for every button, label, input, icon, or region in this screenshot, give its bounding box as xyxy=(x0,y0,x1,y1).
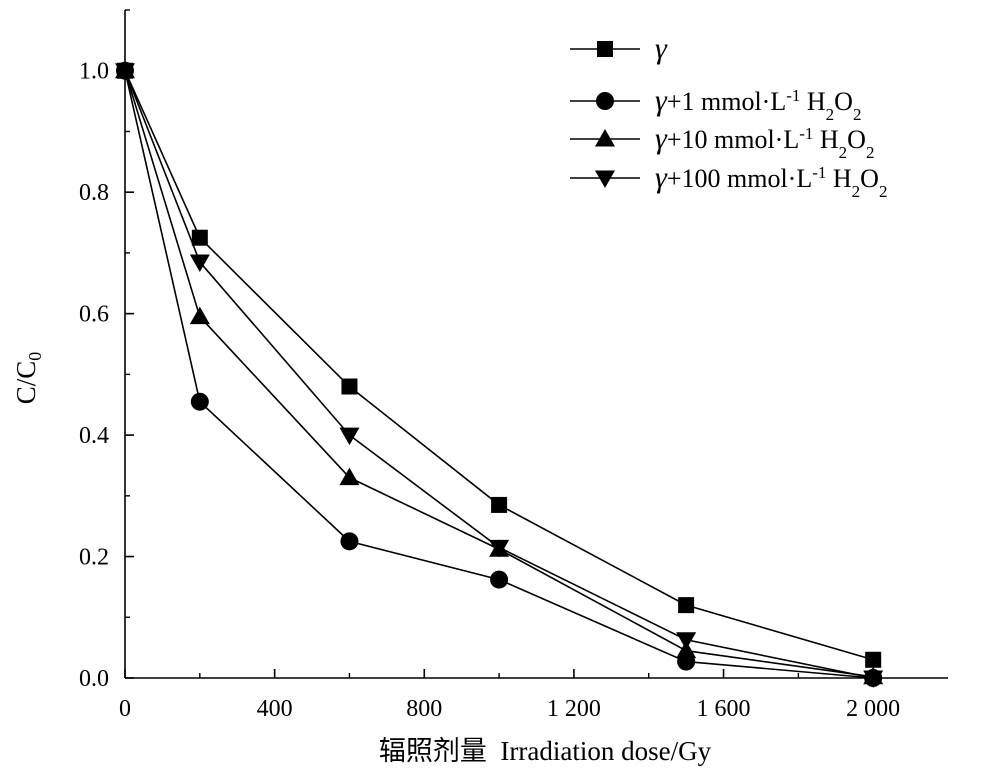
y-tick-label: 0.8 xyxy=(79,180,109,206)
series-line xyxy=(124,70,874,679)
legend-label-part: 2 xyxy=(826,105,835,124)
legend-label-part: O xyxy=(834,87,853,116)
x-tick-label: 2 000 xyxy=(846,696,900,722)
legend-marker-triangle-up xyxy=(595,129,615,147)
legend-label-part: γ xyxy=(655,84,668,117)
data-point-triangle-down xyxy=(115,63,135,81)
series-triangle-down xyxy=(115,63,884,688)
data-point-triangle-down xyxy=(339,427,360,446)
data-point-triangle-down xyxy=(489,539,510,558)
series-line xyxy=(124,70,874,661)
legend-label-part: -1 xyxy=(786,86,800,105)
legend-label-part: 2 xyxy=(853,105,862,124)
x-axis-ticks: 0 400 800 1 200 1 600 2 000 xyxy=(119,669,900,722)
legend-label-part: +10 mmol·L xyxy=(667,125,799,154)
legend-item: γ xyxy=(570,32,668,65)
y-axis-title-subscript: 0 xyxy=(25,352,45,361)
x-axis-title: 辐照剂量 Irradiation dose/Gy xyxy=(379,736,712,766)
y-axis-title-main: C/C xyxy=(11,361,41,405)
data-point-triangle-up xyxy=(339,467,360,486)
legend-label-part: 2 xyxy=(852,182,861,201)
legend-label-part: H xyxy=(813,125,839,154)
series-layer xyxy=(115,60,884,688)
legend-label-part: -1 xyxy=(799,124,813,143)
legend-label-part: +100 mmol·L xyxy=(667,164,812,193)
legend-label-part: H xyxy=(800,87,826,116)
data-point-triangle-down xyxy=(676,632,697,650)
series-line xyxy=(124,70,874,678)
x-tick-label: 1 600 xyxy=(697,696,751,722)
legend-label-part: O xyxy=(860,164,879,193)
x-tick-label: 800 xyxy=(406,696,442,722)
y-tick-label: 0.2 xyxy=(79,545,109,571)
data-point-square xyxy=(191,229,208,246)
legend-label-part: 2 xyxy=(866,143,875,162)
legend-label-part: γ xyxy=(655,32,668,65)
x-tick-label: 400 xyxy=(257,696,293,722)
legend-marker-square xyxy=(597,41,613,57)
y-axis-ticks: 0.0 0.2 0.4 0.6 0.8 1.0 xyxy=(79,9,134,692)
legend-item: γ+1 mmol·L-1 H2O2 xyxy=(570,84,861,124)
legend-label-part: 2 xyxy=(879,182,888,201)
x-tick-label: 1 200 xyxy=(547,696,601,722)
y-tick-label: 1.0 xyxy=(79,59,109,85)
legend-label: γ+10 mmol·L-1 H2O2 xyxy=(655,122,874,162)
legend-label: γ+1 mmol·L-1 H2O2 xyxy=(655,84,861,124)
data-point-square xyxy=(865,651,882,668)
legend-label: γ+100 mmol·L-1 H2O2 xyxy=(655,161,887,201)
legend-label-part: γ xyxy=(655,161,668,194)
legend-item: γ+10 mmol·L-1 H2O2 xyxy=(570,122,874,162)
series-triangle-up xyxy=(115,60,884,685)
legend-label: γ xyxy=(655,32,668,65)
data-point-square xyxy=(678,597,695,614)
series-circle xyxy=(116,61,883,687)
legend-label-part: +1 mmol·L xyxy=(667,87,786,116)
legend-label-part: γ xyxy=(655,122,668,155)
data-point-circle xyxy=(340,532,359,551)
data-point-square xyxy=(491,496,508,513)
data-point-triangle-up xyxy=(189,306,210,325)
plot-frame xyxy=(124,10,948,679)
legend-marker-circle xyxy=(596,92,614,110)
data-point-triangle-down xyxy=(189,254,210,273)
y-tick-label: 0.4 xyxy=(79,423,109,449)
x-tick-label: 0 xyxy=(119,696,131,722)
legend-label-part: O xyxy=(847,125,866,154)
legend-label-part: 2 xyxy=(839,143,848,162)
series-line xyxy=(124,70,874,679)
y-tick-label: 0.0 xyxy=(79,666,109,692)
y-axis-title: C/C0 xyxy=(11,352,45,405)
legend-item: γ+100 mmol·L-1 H2O2 xyxy=(570,161,887,201)
legend-label-part: H xyxy=(826,164,852,193)
legend-marker-triangle-down xyxy=(595,170,615,188)
legend-label-part: -1 xyxy=(812,163,826,182)
data-point-circle xyxy=(190,392,209,411)
data-point-triangle-down xyxy=(863,670,884,688)
data-point-circle xyxy=(490,570,509,589)
y-tick-label: 0.6 xyxy=(79,302,109,328)
data-point-square xyxy=(341,378,358,395)
